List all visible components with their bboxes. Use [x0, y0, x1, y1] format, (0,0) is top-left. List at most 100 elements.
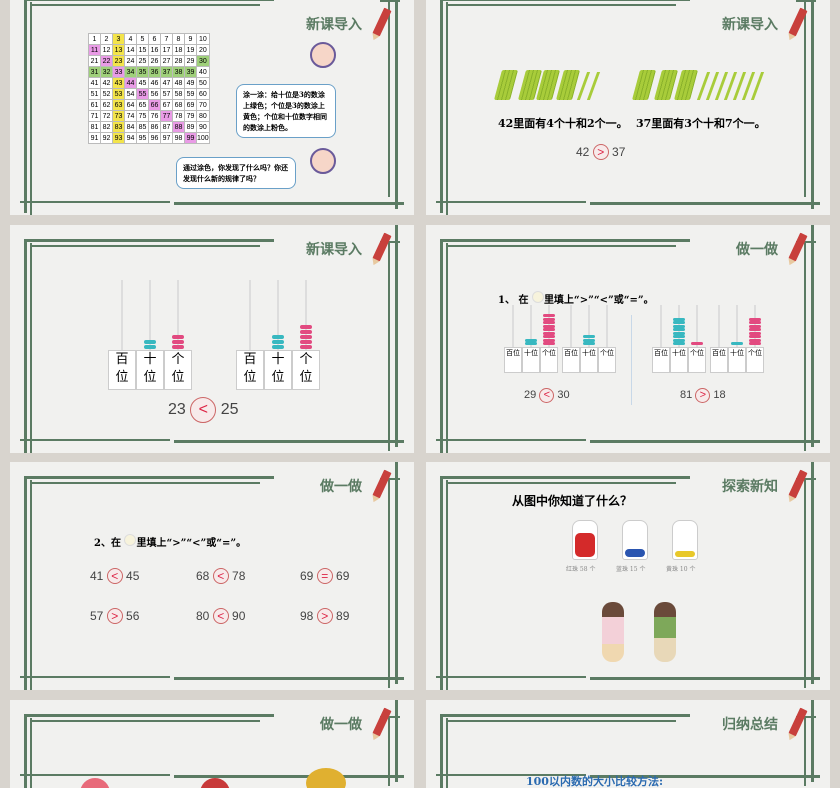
chart-cell[interactable]: 45	[136, 77, 149, 89]
chart-cell[interactable]: 93	[112, 132, 125, 144]
chart-cell[interactable]: 58	[172, 88, 185, 100]
chart-cell[interactable]: 30	[196, 55, 210, 67]
chart-cell[interactable]: 57	[160, 88, 173, 100]
chart-cell[interactable]: 49	[184, 77, 197, 89]
chart-cell[interactable]: 84	[124, 121, 137, 133]
chart-cell[interactable]: 14	[124, 44, 137, 56]
chart-cell[interactable]: 36	[148, 66, 161, 78]
chart-cell[interactable]: 94	[124, 132, 137, 144]
comparison-sign[interactable]: =	[316, 568, 333, 584]
chart-cell[interactable]: 95	[136, 132, 149, 144]
chart-cell[interactable]: 37	[160, 66, 173, 78]
chart-cell[interactable]: 23	[112, 55, 125, 67]
comparison-sign[interactable]: <	[106, 568, 123, 584]
chart-cell[interactable]: 60	[196, 88, 210, 100]
chart-cell[interactable]: 87	[160, 121, 173, 133]
chart-cell[interactable]: 10	[196, 33, 210, 45]
chart-cell[interactable]: 96	[148, 132, 161, 144]
slide-6[interactable]: 探索新知 从图中你知道了什么？ 红珠 58 个 蓝珠 15 个 黄珠 10 个	[426, 462, 830, 690]
chart-cell[interactable]: 28	[172, 55, 185, 67]
chart-cell[interactable]: 40	[196, 66, 210, 78]
chart-cell[interactable]: 4	[124, 33, 137, 45]
chart-cell[interactable]: 44	[124, 77, 137, 89]
chart-cell[interactable]: 13	[112, 44, 125, 56]
chart-cell[interactable]: 92	[100, 132, 113, 144]
chart-cell[interactable]: 27	[160, 55, 173, 67]
chart-cell[interactable]: 62	[100, 99, 113, 111]
chart-cell[interactable]: 20	[196, 44, 210, 56]
chart-cell[interactable]: 54	[124, 88, 137, 100]
chart-cell[interactable]: 76	[148, 110, 161, 122]
comparison-sign[interactable]: <	[212, 568, 229, 584]
chart-cell[interactable]: 11	[88, 44, 101, 56]
chart-cell[interactable]: 41	[88, 77, 101, 89]
slide-8[interactable]: 归纳总结 100以内数的大小比较方法:	[426, 700, 830, 788]
chart-cell[interactable]: 64	[124, 99, 137, 111]
chart-cell[interactable]: 86	[148, 121, 161, 133]
chart-cell[interactable]: 59	[184, 88, 197, 100]
chart-cell[interactable]: 32	[100, 66, 113, 78]
chart-cell[interactable]: 46	[148, 77, 161, 89]
chart-cell[interactable]: 25	[136, 55, 149, 67]
comparison-sign[interactable]: >	[106, 608, 123, 624]
chart-cell[interactable]: 97	[160, 132, 173, 144]
chart-cell[interactable]: 15	[136, 44, 149, 56]
comparison-sign[interactable]: <	[190, 397, 217, 423]
chart-cell[interactable]: 26	[148, 55, 161, 67]
chart-cell[interactable]: 100	[196, 132, 210, 144]
chart-cell[interactable]: 3	[112, 33, 125, 45]
chart-cell[interactable]: 55	[136, 88, 149, 100]
chart-cell[interactable]: 78	[172, 110, 185, 122]
slide-3[interactable]: 新课导入百 位十 位个 位百 位十 位个 位 23 < 25	[10, 225, 414, 453]
chart-cell[interactable]: 56	[148, 88, 161, 100]
chart-cell[interactable]: 12	[100, 44, 113, 56]
chart-cell[interactable]: 89	[184, 121, 197, 133]
chart-cell[interactable]: 71	[88, 110, 101, 122]
chart-cell[interactable]: 2	[100, 33, 113, 45]
comparison-sign[interactable]: >	[592, 144, 609, 160]
chart-cell[interactable]: 24	[124, 55, 137, 67]
chart-cell[interactable]: 6	[148, 33, 161, 45]
chart-cell[interactable]: 67	[160, 99, 173, 111]
chart-cell[interactable]: 75	[136, 110, 149, 122]
chart-cell[interactable]: 74	[124, 110, 137, 122]
chart-cell[interactable]: 7	[160, 33, 173, 45]
slide-4[interactable]: 做一做 1、 在 里填上“>”“<”或“=”。 百位 十位 个位 百位 十位 个位 百位 十位 个位…	[426, 225, 830, 453]
chart-cell[interactable]: 5	[136, 33, 149, 45]
chart-cell[interactable]: 31	[88, 66, 101, 78]
chart-cell[interactable]: 51	[88, 88, 101, 100]
slide-2[interactable]: 新课导入 42里面有4个十和2个一。 37里面有3个十和7个一。 42 > 37	[426, 0, 830, 215]
chart-cell[interactable]: 42	[100, 77, 113, 89]
chart-cell[interactable]: 18	[172, 44, 185, 56]
chart-cell[interactable]: 66	[148, 99, 161, 111]
chart-cell[interactable]: 85	[136, 121, 149, 133]
chart-cell[interactable]: 99	[184, 132, 197, 144]
chart-cell[interactable]: 53	[112, 88, 125, 100]
chart-cell[interactable]: 16	[148, 44, 161, 56]
chart-cell[interactable]: 1	[88, 33, 101, 45]
chart-cell[interactable]: 88	[172, 121, 185, 133]
chart-cell[interactable]: 65	[136, 99, 149, 111]
chart-cell[interactable]: 68	[172, 99, 185, 111]
chart-cell[interactable]: 38	[172, 66, 185, 78]
slide-7[interactable]: 做一做	[10, 700, 414, 788]
chart-cell[interactable]: 34	[124, 66, 137, 78]
chart-cell[interactable]: 81	[88, 121, 101, 133]
comparison-sign[interactable]: <	[539, 388, 555, 403]
chart-cell[interactable]: 98	[172, 132, 185, 144]
chart-cell[interactable]: 90	[196, 121, 210, 133]
chart-cell[interactable]: 80	[196, 110, 210, 122]
chart-cell[interactable]: 35	[136, 66, 149, 78]
chart-cell[interactable]: 43	[112, 77, 125, 89]
comparison-sign[interactable]: <	[212, 608, 229, 624]
chart-cell[interactable]: 19	[184, 44, 197, 56]
chart-cell[interactable]: 29	[184, 55, 197, 67]
chart-cell[interactable]: 47	[160, 77, 173, 89]
chart-cell[interactable]: 69	[184, 99, 197, 111]
chart-cell[interactable]: 72	[100, 110, 113, 122]
chart-cell[interactable]: 83	[112, 121, 125, 133]
comparison-sign[interactable]: >	[695, 388, 711, 403]
chart-cell[interactable]: 21	[88, 55, 101, 67]
chart-cell[interactable]: 48	[172, 77, 185, 89]
chart-cell[interactable]: 79	[184, 110, 197, 122]
